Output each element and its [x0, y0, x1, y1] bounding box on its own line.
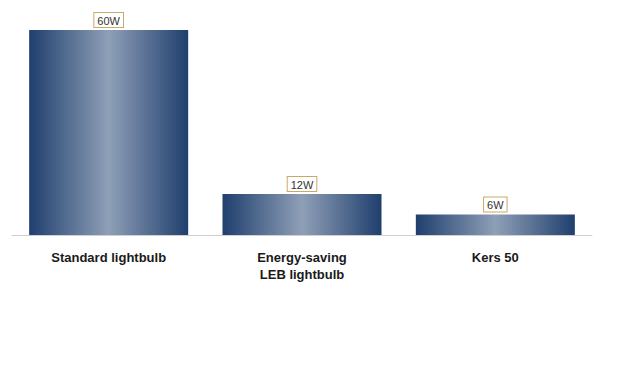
svg-text:Kers 50: Kers 50 [472, 250, 519, 265]
svg-text:12W: 12W [291, 179, 314, 191]
svg-text:Energy-saving: Energy-saving [257, 250, 347, 265]
svg-text:LEB lightbulb: LEB lightbulb [260, 267, 345, 282]
svg-text:60W: 60W [97, 15, 120, 27]
svg-text:6W: 6W [487, 199, 504, 211]
svg-text:Standard lightbulb: Standard lightbulb [51, 250, 166, 265]
